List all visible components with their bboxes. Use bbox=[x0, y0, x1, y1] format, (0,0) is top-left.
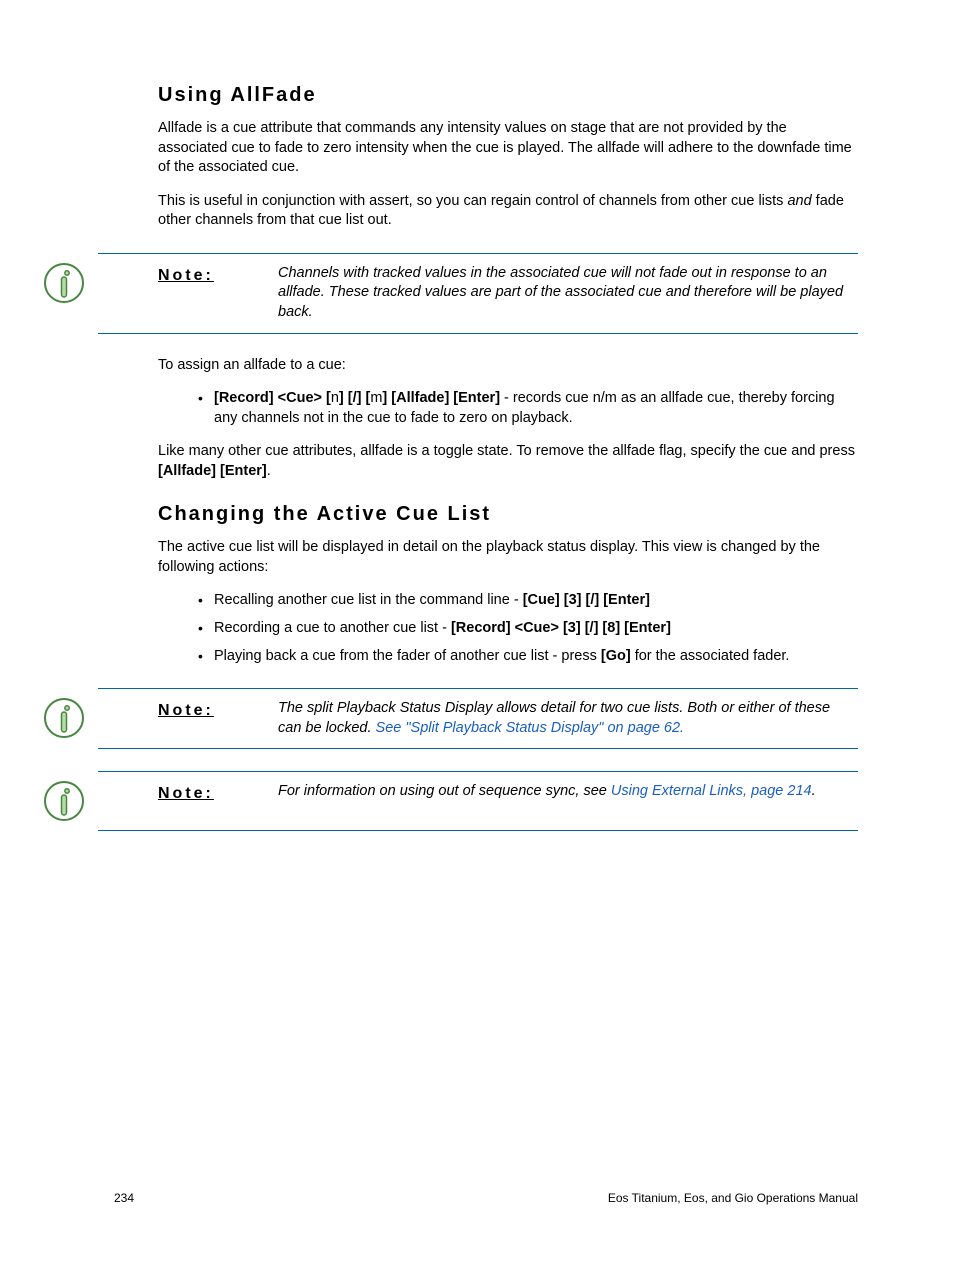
note-text: The split Playback Status Display allows… bbox=[278, 699, 858, 738]
para-assign-intro: To assign an allfade to a cue: bbox=[158, 356, 858, 376]
assign-item-1: [Record] <Cue> [n] [/] [m] [Allfade] [En… bbox=[198, 389, 858, 428]
heading-using-allfade: Using AllFade bbox=[158, 82, 858, 109]
action-record: Recording a cue to another cue list - [R… bbox=[198, 619, 858, 639]
para-toggle: Like many other cue attributes, allfade … bbox=[158, 442, 858, 481]
action-playback: Playing back a cue from the fader of ano… bbox=[198, 647, 858, 667]
note-label: Note: bbox=[158, 264, 278, 287]
para-active-cue: The active cue list will be displayed in… bbox=[158, 538, 858, 577]
note-text: For information on using out of sequence… bbox=[278, 782, 858, 802]
note-block-1: Note: Channels with tracked values in th… bbox=[98, 253, 858, 334]
page-number: 234 bbox=[114, 1190, 134, 1206]
note-block-3: Note: For information on using out of se… bbox=[98, 771, 858, 831]
page-footer: 234 Eos Titanium, Eos, and Gio Operation… bbox=[114, 1190, 858, 1206]
note-block-2: Note: The split Playback Status Display … bbox=[98, 688, 858, 749]
action-recall: Recalling another cue list in the comman… bbox=[198, 591, 858, 611]
para-allfade-desc: Allfade is a cue attribute that commands… bbox=[158, 119, 858, 178]
para-allfade-useful: This is useful in conjunction with asser… bbox=[158, 192, 858, 231]
heading-changing-cue-list: Changing the Active Cue List bbox=[158, 501, 858, 528]
info-icon bbox=[43, 262, 85, 304]
page-content: Using AllFade Allfade is a cue attribute… bbox=[158, 82, 858, 853]
note-label: Note: bbox=[158, 782, 278, 805]
note-text: Channels with tracked values in the asso… bbox=[278, 264, 858, 323]
note-label: Note: bbox=[158, 699, 278, 722]
manual-title: Eos Titanium, Eos, and Gio Operations Ma… bbox=[608, 1190, 858, 1206]
link-split-playback[interactable]: See "Split Playback Status Display" on p… bbox=[376, 720, 685, 736]
info-icon bbox=[43, 697, 85, 739]
actions-list: Recalling another cue list in the comman… bbox=[158, 591, 858, 666]
link-external-links[interactable]: Using External Links, page 214 bbox=[611, 783, 812, 799]
info-icon bbox=[43, 780, 85, 822]
assign-list: [Record] <Cue> [n] [/] [m] [Allfade] [En… bbox=[158, 389, 858, 428]
